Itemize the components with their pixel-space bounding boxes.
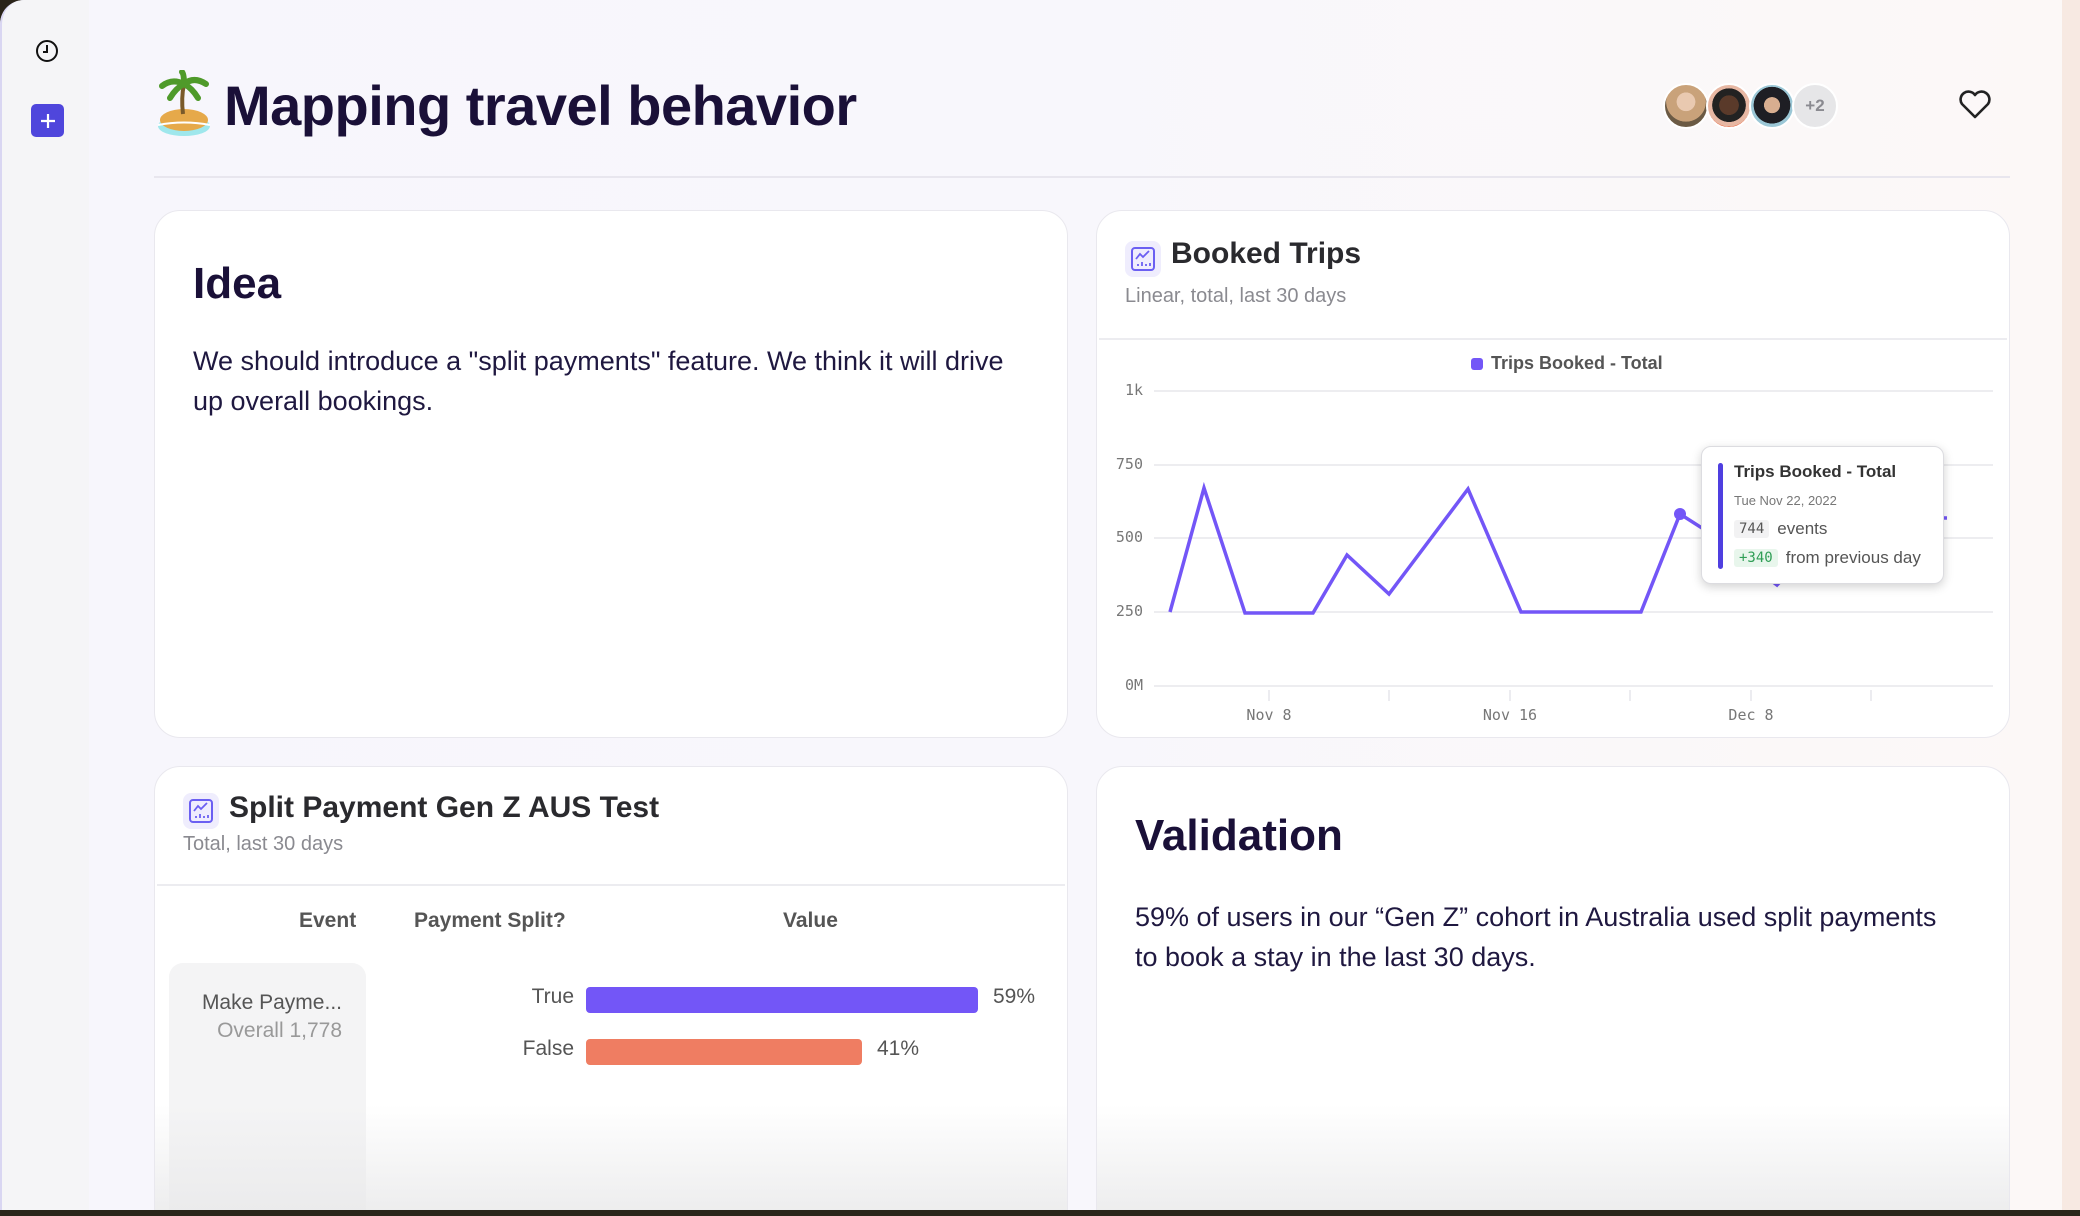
validation-card[interactable]: Validation 59% of users in our “Gen Z” c…	[1096, 766, 2010, 1210]
idea-body: We should introduce a "split payments" f…	[193, 346, 1004, 416]
report-title[interactable]: Booked Trips	[1171, 237, 1362, 270]
tooltip-series: Trips Booked - Total	[1734, 462, 1897, 481]
report-subtitle: Total, last 30 days	[183, 833, 344, 855]
y-tick: 250	[1115, 602, 1143, 620]
tooltip-date: Tue Nov 22, 2022	[1734, 493, 1837, 508]
plus-icon	[40, 113, 55, 128]
y-tick: 500	[1115, 528, 1143, 546]
island-emoji-icon	[154, 69, 214, 140]
report-subtitle: Linear, total, last 30 days	[1125, 285, 1347, 307]
event-cell[interactable]: Make Payme... Overall 1,778	[169, 963, 366, 1210]
booked-trips-card[interactable]: Booked Trips Linear, total, last 30 days…	[1096, 210, 2010, 738]
chart-tooltip: Trips Booked - Total Tue Nov 22, 2022 74…	[1701, 446, 1944, 584]
avatar[interactable]	[1706, 83, 1752, 129]
avatar[interactable]	[1749, 83, 1795, 129]
tooltip-delta: +340	[1734, 549, 1778, 567]
page-title: Mapping travel behavior	[224, 74, 857, 137]
split-payment-card[interactable]: Split Payment Gen Z AUS Test Total, last…	[154, 766, 1068, 1210]
sidebar	[0, 0, 89, 1210]
tooltip-delta-row: +340 from previous day	[1734, 548, 1921, 568]
bar-label-true: True	[531, 985, 574, 1008]
column-header-event[interactable]: Event	[299, 909, 357, 932]
bar-false[interactable]	[586, 1039, 862, 1065]
x-tick: Nov 8	[1246, 706, 1292, 724]
tooltip-value: 744	[1734, 520, 1770, 538]
window-edge	[2062, 0, 2080, 1210]
add-button[interactable]	[31, 104, 64, 137]
event-name: Make Payme...	[201, 991, 342, 1014]
tooltip-value-row: 744 events	[1734, 519, 1827, 539]
bar-value-false: 41%	[877, 1037, 920, 1060]
chart-legend[interactable]: Trips Booked - Total	[1471, 353, 1663, 374]
tooltip-delta-label: from previous day	[1785, 548, 1921, 567]
collaborator-avatars[interactable]: +2	[1663, 83, 1838, 129]
heart-icon[interactable]	[1958, 90, 1992, 120]
line-chart-icon	[183, 793, 219, 829]
card-divider	[1099, 338, 2007, 340]
idea-card[interactable]: Idea We should introduce a "split paymen…	[154, 210, 1068, 738]
avatar[interactable]	[1663, 83, 1709, 129]
y-tick: 750	[1115, 455, 1143, 473]
page-header: Mapping travel behavior +2	[154, 60, 1992, 150]
clock-icon[interactable]	[35, 39, 59, 63]
column-header-payment-split[interactable]: Payment Split?	[414, 909, 566, 932]
x-tick: Nov 16	[1482, 706, 1538, 724]
y-tick: 0M	[1124, 676, 1143, 694]
more-collaborators-badge[interactable]: +2	[1792, 83, 1838, 129]
bar-value-true: 59%	[993, 985, 1036, 1008]
column-header-value[interactable]: Value	[783, 909, 838, 932]
validation-body: 59% of users in our “Gen Z” cohort in Au…	[1135, 902, 1937, 972]
report-title[interactable]: Split Payment Gen Z AUS Test	[229, 791, 660, 824]
legend-label: Trips Booked - Total	[1491, 353, 1663, 373]
legend-swatch	[1471, 357, 1483, 370]
tooltip-value-unit: events	[1777, 519, 1828, 538]
bar-label-false: False	[522, 1037, 574, 1060]
validation-heading: Validation	[1135, 811, 1343, 860]
header-divider	[154, 176, 2010, 178]
x-tick: Dec 8	[1728, 706, 1774, 724]
line-chart-icon	[1125, 241, 1161, 277]
idea-heading: Idea	[193, 259, 282, 308]
y-tick: 1k	[1124, 381, 1143, 399]
card-divider	[157, 884, 1065, 886]
bar-true[interactable]	[586, 987, 978, 1013]
bottom-fade	[1097, 1105, 2009, 1210]
tooltip-series-bar	[1718, 463, 1723, 569]
event-overall-count: Overall 1,778	[217, 1019, 342, 1042]
